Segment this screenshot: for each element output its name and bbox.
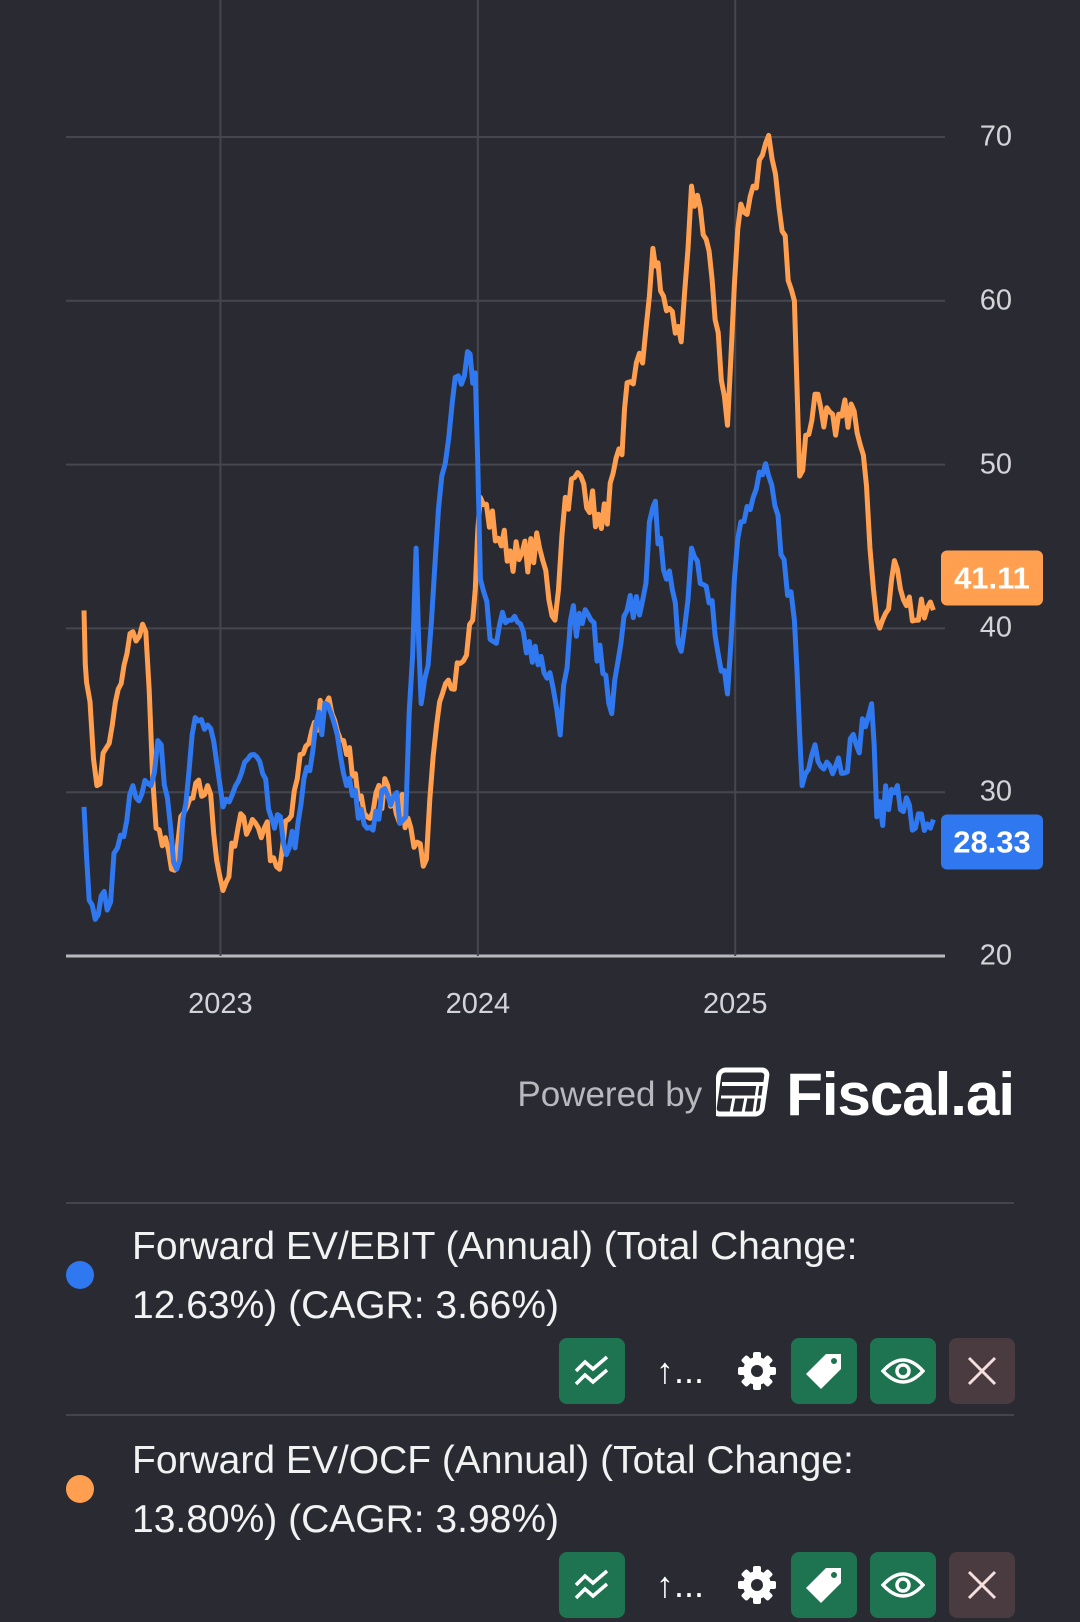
- powered-by[interactable]: Powered by Fiscal.ai: [517, 1060, 1015, 1129]
- x-tick-label: 2023: [188, 988, 253, 1020]
- remove-series-button[interactable]: [949, 1338, 1015, 1404]
- label-button[interactable]: [791, 1338, 857, 1404]
- line-chart: [66, 0, 945, 958]
- x-tick-label: 2025: [702, 988, 768, 1020]
- y-tick-label: 20: [979, 939, 1012, 972]
- gear-icon: [737, 1351, 777, 1391]
- series-controls: ↑...: [66, 1338, 1015, 1404]
- axis-button[interactable]: ↑...: [647, 1552, 713, 1618]
- divider: [66, 1202, 1014, 1204]
- series-line-ev-ocf: [81, 132, 936, 893]
- legend-label-line1: Forward EV/OCF (Annual) (Total Change:: [132, 1439, 854, 1482]
- tag-icon: [804, 1565, 844, 1605]
- eye-icon: [881, 1355, 925, 1387]
- orange-last-value-badge: 41.11: [941, 550, 1043, 606]
- series-line-ev-ebit: [81, 349, 936, 922]
- series-color-dot: [66, 1261, 94, 1289]
- close-icon: [966, 1569, 998, 1601]
- y-tick-label: 40: [979, 611, 1012, 644]
- axis-arrow-label: ↑...: [655, 1350, 704, 1391]
- axis-arrow-label: ↑...: [655, 1564, 704, 1605]
- label-button[interactable]: [791, 1552, 857, 1618]
- remove-series-button[interactable]: [949, 1552, 1015, 1618]
- x-tick-label: 2024: [445, 988, 511, 1020]
- settings-button[interactable]: [724, 1552, 790, 1618]
- chart-type-button[interactable]: [559, 1338, 625, 1404]
- line-chart-icon: [573, 1568, 611, 1602]
- tag-icon: [804, 1351, 844, 1391]
- close-icon: [966, 1355, 998, 1387]
- axis-button[interactable]: ↑...: [647, 1338, 713, 1404]
- blue-last-value-badge: 28.33: [941, 814, 1043, 870]
- y-tick-label: 70: [979, 120, 1012, 153]
- line-chart-icon: [573, 1354, 611, 1388]
- fiscal-logo-icon: [711, 1067, 772, 1122]
- y-tick-label: 30: [979, 775, 1012, 808]
- gear-icon: [737, 1565, 777, 1605]
- legend-label-line2: 13.80%) (CAGR: 3.98%): [132, 1498, 560, 1541]
- brand-name: Fiscal.ai: [786, 1061, 1015, 1128]
- series-controls: ↑...: [66, 1552, 1015, 1618]
- visibility-button[interactable]: [870, 1338, 936, 1404]
- y-tick-label: 50: [979, 448, 1012, 481]
- divider: [66, 1414, 1014, 1416]
- legend-label-line2: 12.63%) (CAGR: 3.66%): [132, 1284, 560, 1327]
- legend-label-line1: Forward EV/EBIT (Annual) (Total Change:: [132, 1225, 858, 1268]
- series-color-dot: [66, 1475, 94, 1503]
- y-tick-label: 60: [979, 284, 1012, 317]
- settings-button[interactable]: [724, 1338, 790, 1404]
- chart-type-button[interactable]: [559, 1552, 625, 1618]
- powered-by-label: Powered by: [517, 1074, 703, 1114]
- eye-icon: [881, 1569, 925, 1601]
- visibility-button[interactable]: [870, 1552, 936, 1618]
